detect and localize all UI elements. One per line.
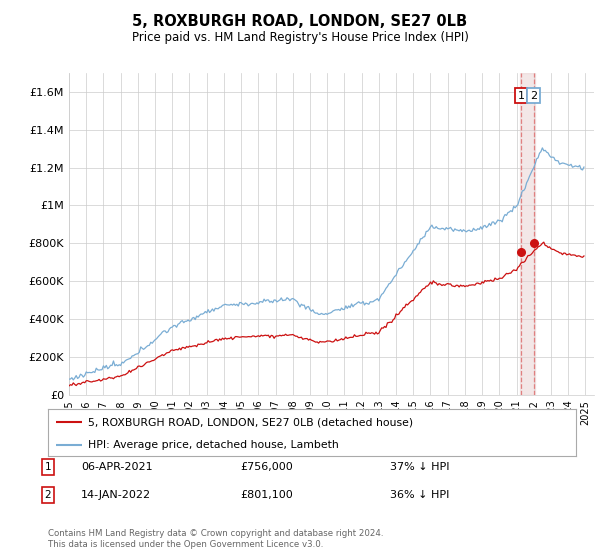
Text: 1: 1 <box>44 462 52 472</box>
Text: 5, ROXBURGH ROAD, LONDON, SE27 0LB: 5, ROXBURGH ROAD, LONDON, SE27 0LB <box>133 14 467 29</box>
Text: 5, ROXBURGH ROAD, LONDON, SE27 0LB (detached house): 5, ROXBURGH ROAD, LONDON, SE27 0LB (deta… <box>88 417 413 427</box>
Text: Price paid vs. HM Land Registry's House Price Index (HPI): Price paid vs. HM Land Registry's House … <box>131 31 469 44</box>
Bar <box>520 73 535 395</box>
Text: Contains HM Land Registry data © Crown copyright and database right 2024.
This d: Contains HM Land Registry data © Crown c… <box>48 529 383 549</box>
Text: £801,100: £801,100 <box>240 490 293 500</box>
Text: HPI: Average price, detached house, Lambeth: HPI: Average price, detached house, Lamb… <box>88 440 338 450</box>
Text: £756,000: £756,000 <box>240 462 293 472</box>
Text: 37% ↓ HPI: 37% ↓ HPI <box>390 462 449 472</box>
Text: 1: 1 <box>517 91 524 101</box>
Text: 2: 2 <box>530 91 538 101</box>
Text: 36% ↓ HPI: 36% ↓ HPI <box>390 490 449 500</box>
Text: 2: 2 <box>44 490 52 500</box>
Text: 14-JAN-2022: 14-JAN-2022 <box>81 490 151 500</box>
Text: 06-APR-2021: 06-APR-2021 <box>81 462 152 472</box>
